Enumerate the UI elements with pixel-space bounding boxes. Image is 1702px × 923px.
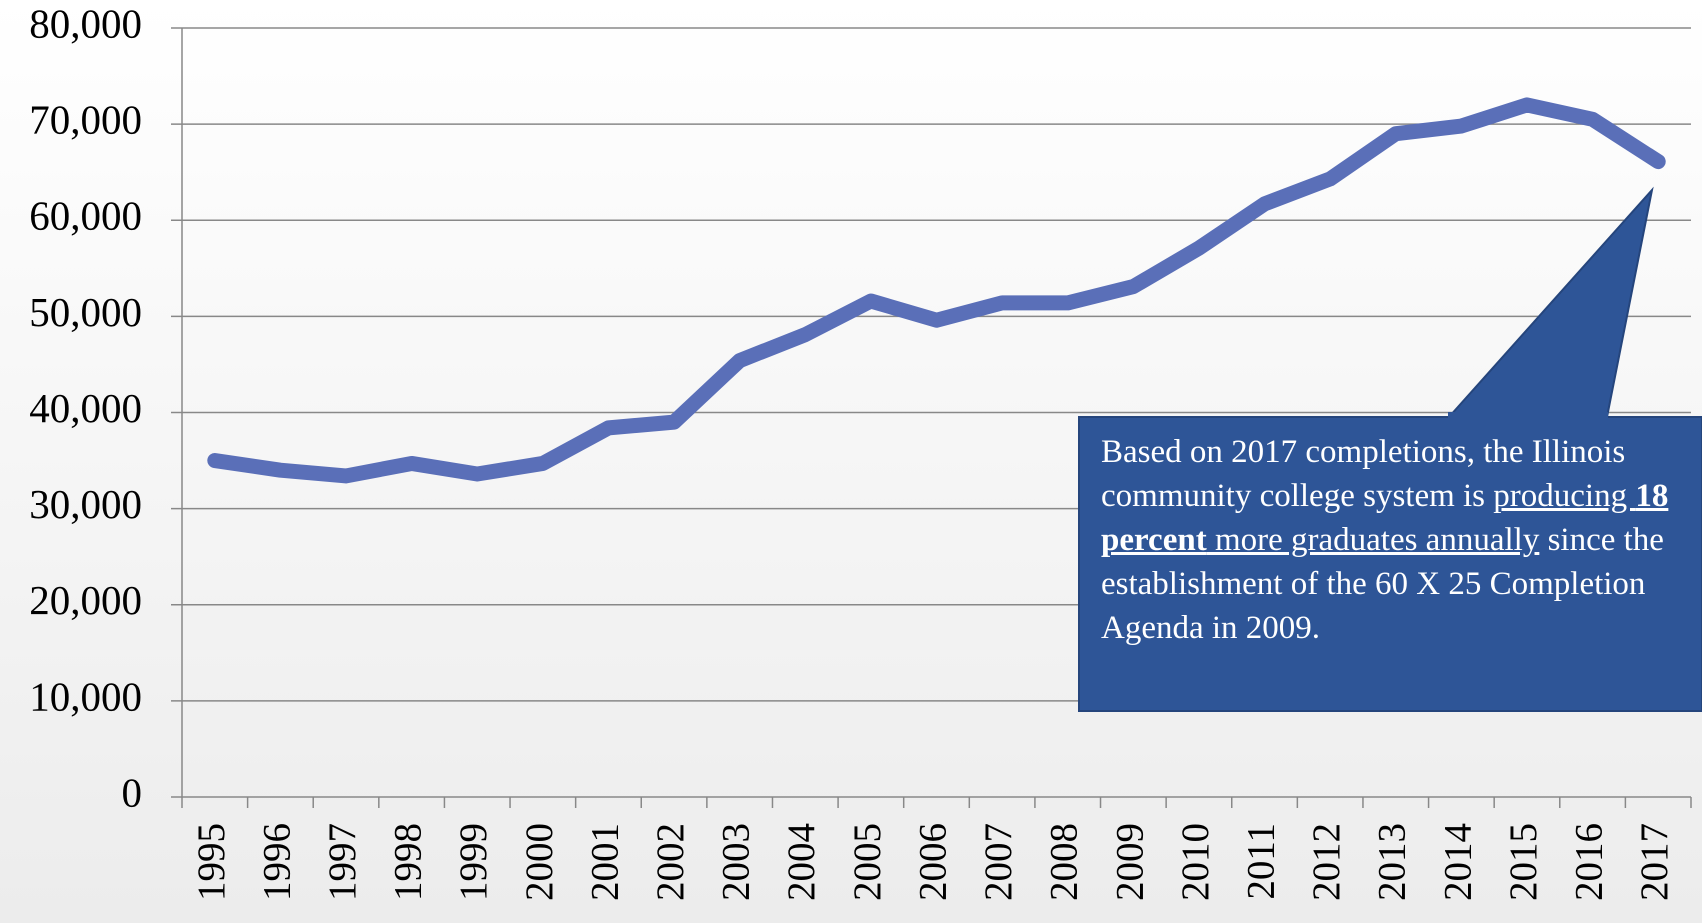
- y-tick-label: 60,000: [29, 193, 142, 239]
- y-tick-label: 80,000: [29, 0, 142, 46]
- x-tick-label: 2000: [518, 823, 561, 901]
- annotation-text: producing: [1493, 478, 1636, 514]
- data-line: [207, 97, 1666, 484]
- callout-text: Based on 2017 completions, the Illinois …: [1101, 430, 1686, 650]
- plot-area: 0 10,000 20,000 30,000 40,000 50,000 60,000 70,…: [29, 0, 1692, 901]
- x-tick-label: 1996: [255, 823, 298, 901]
- y-tick-label: 0: [122, 769, 143, 815]
- x-tick-label: 2015: [1502, 823, 1545, 901]
- x-tick-label: 2013: [1371, 823, 1414, 901]
- y-tick-label: 70,000: [29, 97, 142, 143]
- y-tick-label: 10,000: [29, 673, 142, 719]
- x-tick-label: 1997: [321, 823, 364, 901]
- x-tick-label: 2001: [583, 823, 626, 901]
- x-tick-label: 2002: [649, 823, 692, 901]
- y-tick-label: 50,000: [29, 289, 142, 335]
- annotation-text: Based on 2017 completions, the Illinois …: [1101, 434, 1626, 514]
- y-tick-label: 20,000: [29, 577, 142, 623]
- x-tick-label: 2003: [715, 823, 758, 901]
- y-tick-label: 40,000: [29, 385, 142, 431]
- x-tick-label: 1998: [387, 823, 430, 901]
- annotation-text: 18 percent: [1101, 478, 1669, 558]
- x-tick-label: 2010: [1174, 823, 1217, 901]
- annotation-text: more graduates annually: [1206, 522, 1540, 558]
- x-tick-label: 2017: [1633, 823, 1676, 901]
- x-tick-label: 2016: [1568, 823, 1611, 901]
- x-tick-label: 2014: [1436, 823, 1479, 901]
- x-tick-label: 2004: [780, 823, 823, 901]
- x-tick-label: 2009: [1108, 823, 1151, 901]
- callout-joint: [1448, 412, 1608, 420]
- x-tick-label: 1999: [452, 823, 495, 901]
- annotation-text: since the establishment of the 60 X 25 C…: [1101, 522, 1664, 646]
- y-tick-label: 30,000: [29, 481, 142, 527]
- x-tick-label: 2008: [1043, 823, 1086, 901]
- x-tick-label: 2011: [1239, 823, 1282, 900]
- x-tick-label: 2007: [977, 823, 1020, 901]
- x-tick-label: 2012: [1305, 823, 1348, 901]
- x-tick-label: 1995: [190, 823, 233, 901]
- x-tick-label: 2005: [846, 823, 889, 901]
- x-tick-label: 2006: [911, 823, 954, 901]
- callout-box: [1078, 416, 1702, 712]
